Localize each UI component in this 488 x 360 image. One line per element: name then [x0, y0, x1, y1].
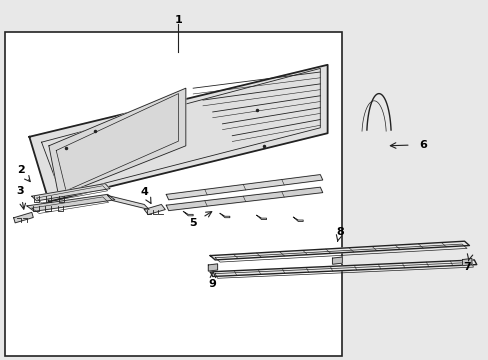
Text: 5: 5: [189, 218, 197, 228]
Polygon shape: [107, 195, 149, 210]
Polygon shape: [32, 184, 110, 201]
Bar: [5, 32, 342, 356]
Text: 4: 4: [140, 186, 148, 197]
Polygon shape: [210, 260, 476, 276]
Text: 9: 9: [208, 279, 216, 289]
Polygon shape: [144, 204, 165, 215]
Text: 1: 1: [174, 15, 182, 25]
Polygon shape: [49, 88, 185, 196]
Polygon shape: [14, 212, 33, 223]
Polygon shape: [210, 241, 468, 260]
Text: 2: 2: [17, 165, 24, 175]
Text: 3: 3: [17, 186, 24, 196]
Polygon shape: [166, 175, 322, 200]
Text: 7: 7: [462, 262, 470, 272]
Text: 8: 8: [335, 227, 343, 237]
Polygon shape: [332, 257, 342, 264]
Polygon shape: [27, 194, 115, 211]
Polygon shape: [208, 264, 217, 271]
Text: 6: 6: [418, 140, 426, 150]
Polygon shape: [462, 258, 471, 266]
Polygon shape: [166, 187, 322, 211]
Polygon shape: [29, 65, 327, 202]
